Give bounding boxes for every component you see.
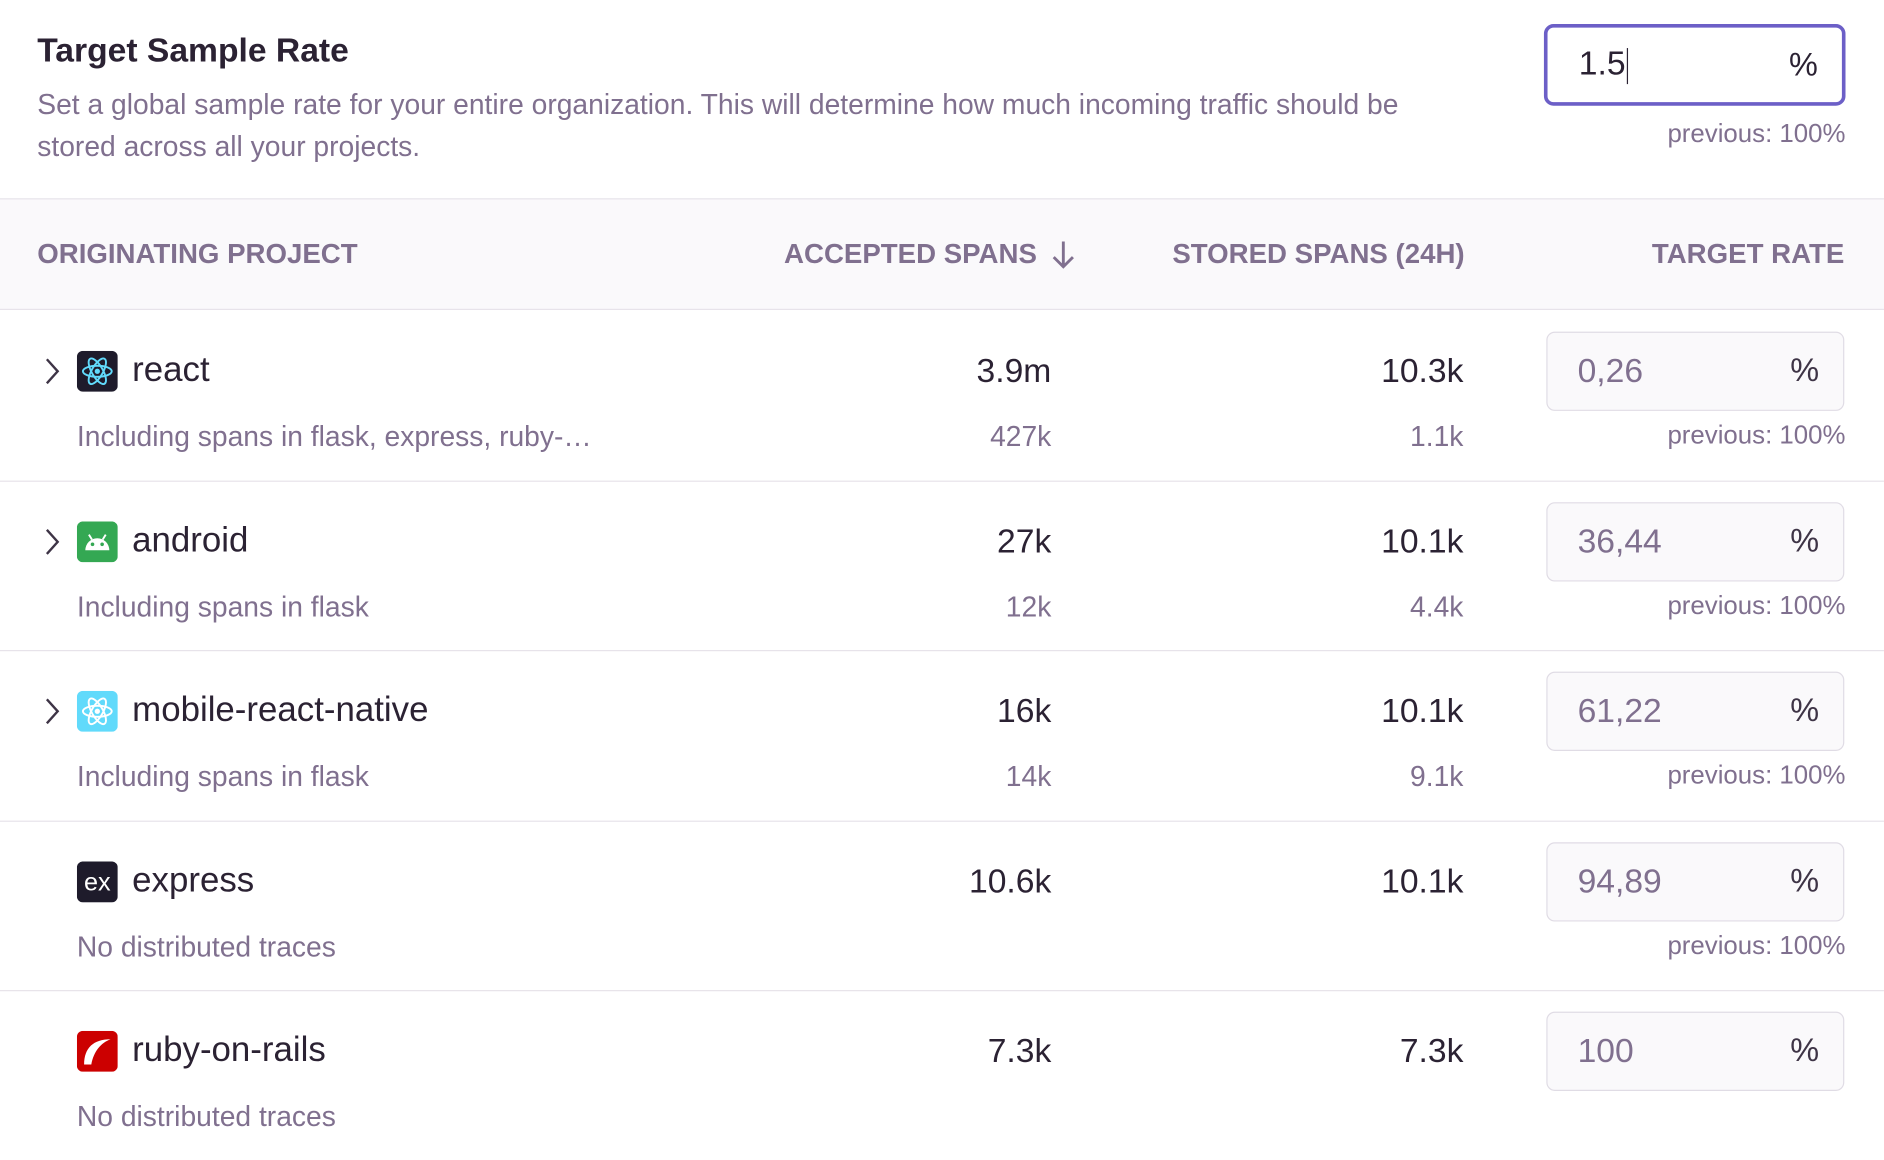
input-value: 100 xyxy=(1577,1032,1634,1070)
column-header: TARGET RATE xyxy=(1651,237,1845,270)
input-unit: % xyxy=(1790,1032,1820,1069)
caret xyxy=(1626,47,1629,84)
accepted-spans: 27k xyxy=(997,522,1052,560)
input-value: 36,44 xyxy=(1577,522,1662,560)
accepted-spans: 3.9m xyxy=(976,352,1052,390)
input-text: 1.5 xyxy=(1578,44,1626,82)
project-name[interactable]: mobile-react-native xyxy=(132,690,429,730)
row-divider xyxy=(0,650,1884,652)
sample-rate-input[interactable]: 1.5 % xyxy=(1543,24,1846,106)
project-icon: ex xyxy=(76,860,118,902)
stored-spans-sub: 9.1k xyxy=(1410,760,1464,792)
input-value: 94,89 xyxy=(1577,862,1662,900)
project-subtitle: No distributed traces xyxy=(76,930,336,962)
previous-rate: previous: 100% xyxy=(1667,118,1846,148)
project-icon xyxy=(76,350,118,392)
previous-rate: previous: 100% xyxy=(1667,930,1846,960)
stored-spans: 10.3k xyxy=(1381,352,1464,390)
project-subtitle: Including spans in flask xyxy=(76,760,369,792)
project-subtitle: Including spans in flask, express, ruby-… xyxy=(76,420,592,452)
target-rate-input[interactable]: 0,26% xyxy=(1546,331,1845,411)
project-subtitle: No distributed traces xyxy=(76,1100,336,1132)
input-value: 61,22 xyxy=(1577,692,1662,730)
row-divider xyxy=(0,479,1884,482)
input-unit: % xyxy=(1790,692,1820,729)
stored-spans: 7.3k xyxy=(1399,1032,1464,1070)
expand-chevron[interactable] xyxy=(41,356,63,387)
stored-spans-sub: 4.4k xyxy=(1410,590,1464,622)
stored-spans: 10.1k xyxy=(1381,862,1464,900)
input-value: 0,26 xyxy=(1577,352,1644,390)
column-header[interactable]: ACCEPTED SPANS xyxy=(784,237,1037,270)
project-subtitle: Including spans in flask xyxy=(76,590,369,622)
target-rate-input[interactable]: 100% xyxy=(1546,1011,1845,1091)
project-name[interactable]: react xyxy=(132,350,210,390)
row-divider xyxy=(0,820,1884,822)
previous-rate: previous: 100% xyxy=(1667,760,1846,790)
expand-chevron[interactable] xyxy=(41,696,63,727)
project-name[interactable]: android xyxy=(132,520,249,560)
input-value: 1.5 xyxy=(1578,44,1629,84)
input-unit: % xyxy=(1790,522,1820,559)
stored-spans-sub: 1.1k xyxy=(1410,420,1464,452)
stored-spans: 10.1k xyxy=(1381,522,1464,560)
svg-text:ex: ex xyxy=(84,868,111,896)
previous-rate: previous: 100% xyxy=(1667,420,1846,450)
project-name[interactable]: express xyxy=(132,860,255,900)
section-title: Target Sample Rate xyxy=(37,31,349,69)
input-unit: % xyxy=(1789,46,1818,83)
project-icon xyxy=(76,1030,118,1072)
table-header xyxy=(0,198,1884,310)
section-description: Set a global sample rate for your entire… xyxy=(37,88,1399,163)
project-name[interactable]: ruby-on-rails xyxy=(132,1030,326,1070)
column-header: ORIGINATING PROJECT xyxy=(37,237,358,270)
accepted-spans-sub: 14k xyxy=(1005,760,1052,792)
stored-spans: 10.1k xyxy=(1381,692,1464,730)
target-rate-input[interactable]: 61,22% xyxy=(1546,671,1845,751)
accepted-spans: 7.3k xyxy=(987,1032,1052,1070)
sort-arrow xyxy=(1052,241,1074,269)
input-unit: % xyxy=(1790,352,1820,389)
target-rate-input[interactable]: 94,89% xyxy=(1546,841,1845,921)
accepted-spans: 10.6k xyxy=(969,862,1052,900)
project-icon xyxy=(76,690,118,732)
input-unit: % xyxy=(1790,862,1820,899)
row-divider xyxy=(0,990,1884,992)
target-rate-input[interactable]: 36,44% xyxy=(1546,501,1845,581)
expand-chevron[interactable] xyxy=(41,526,63,557)
column-header: STORED SPANS (24H) xyxy=(1172,237,1465,270)
accepted-spans: 16k xyxy=(997,692,1052,730)
accepted-spans-sub: 12k xyxy=(1005,590,1052,622)
project-icon xyxy=(76,520,118,562)
previous-rate: previous: 100% xyxy=(1667,590,1846,620)
accepted-spans-sub: 427k xyxy=(990,420,1052,452)
